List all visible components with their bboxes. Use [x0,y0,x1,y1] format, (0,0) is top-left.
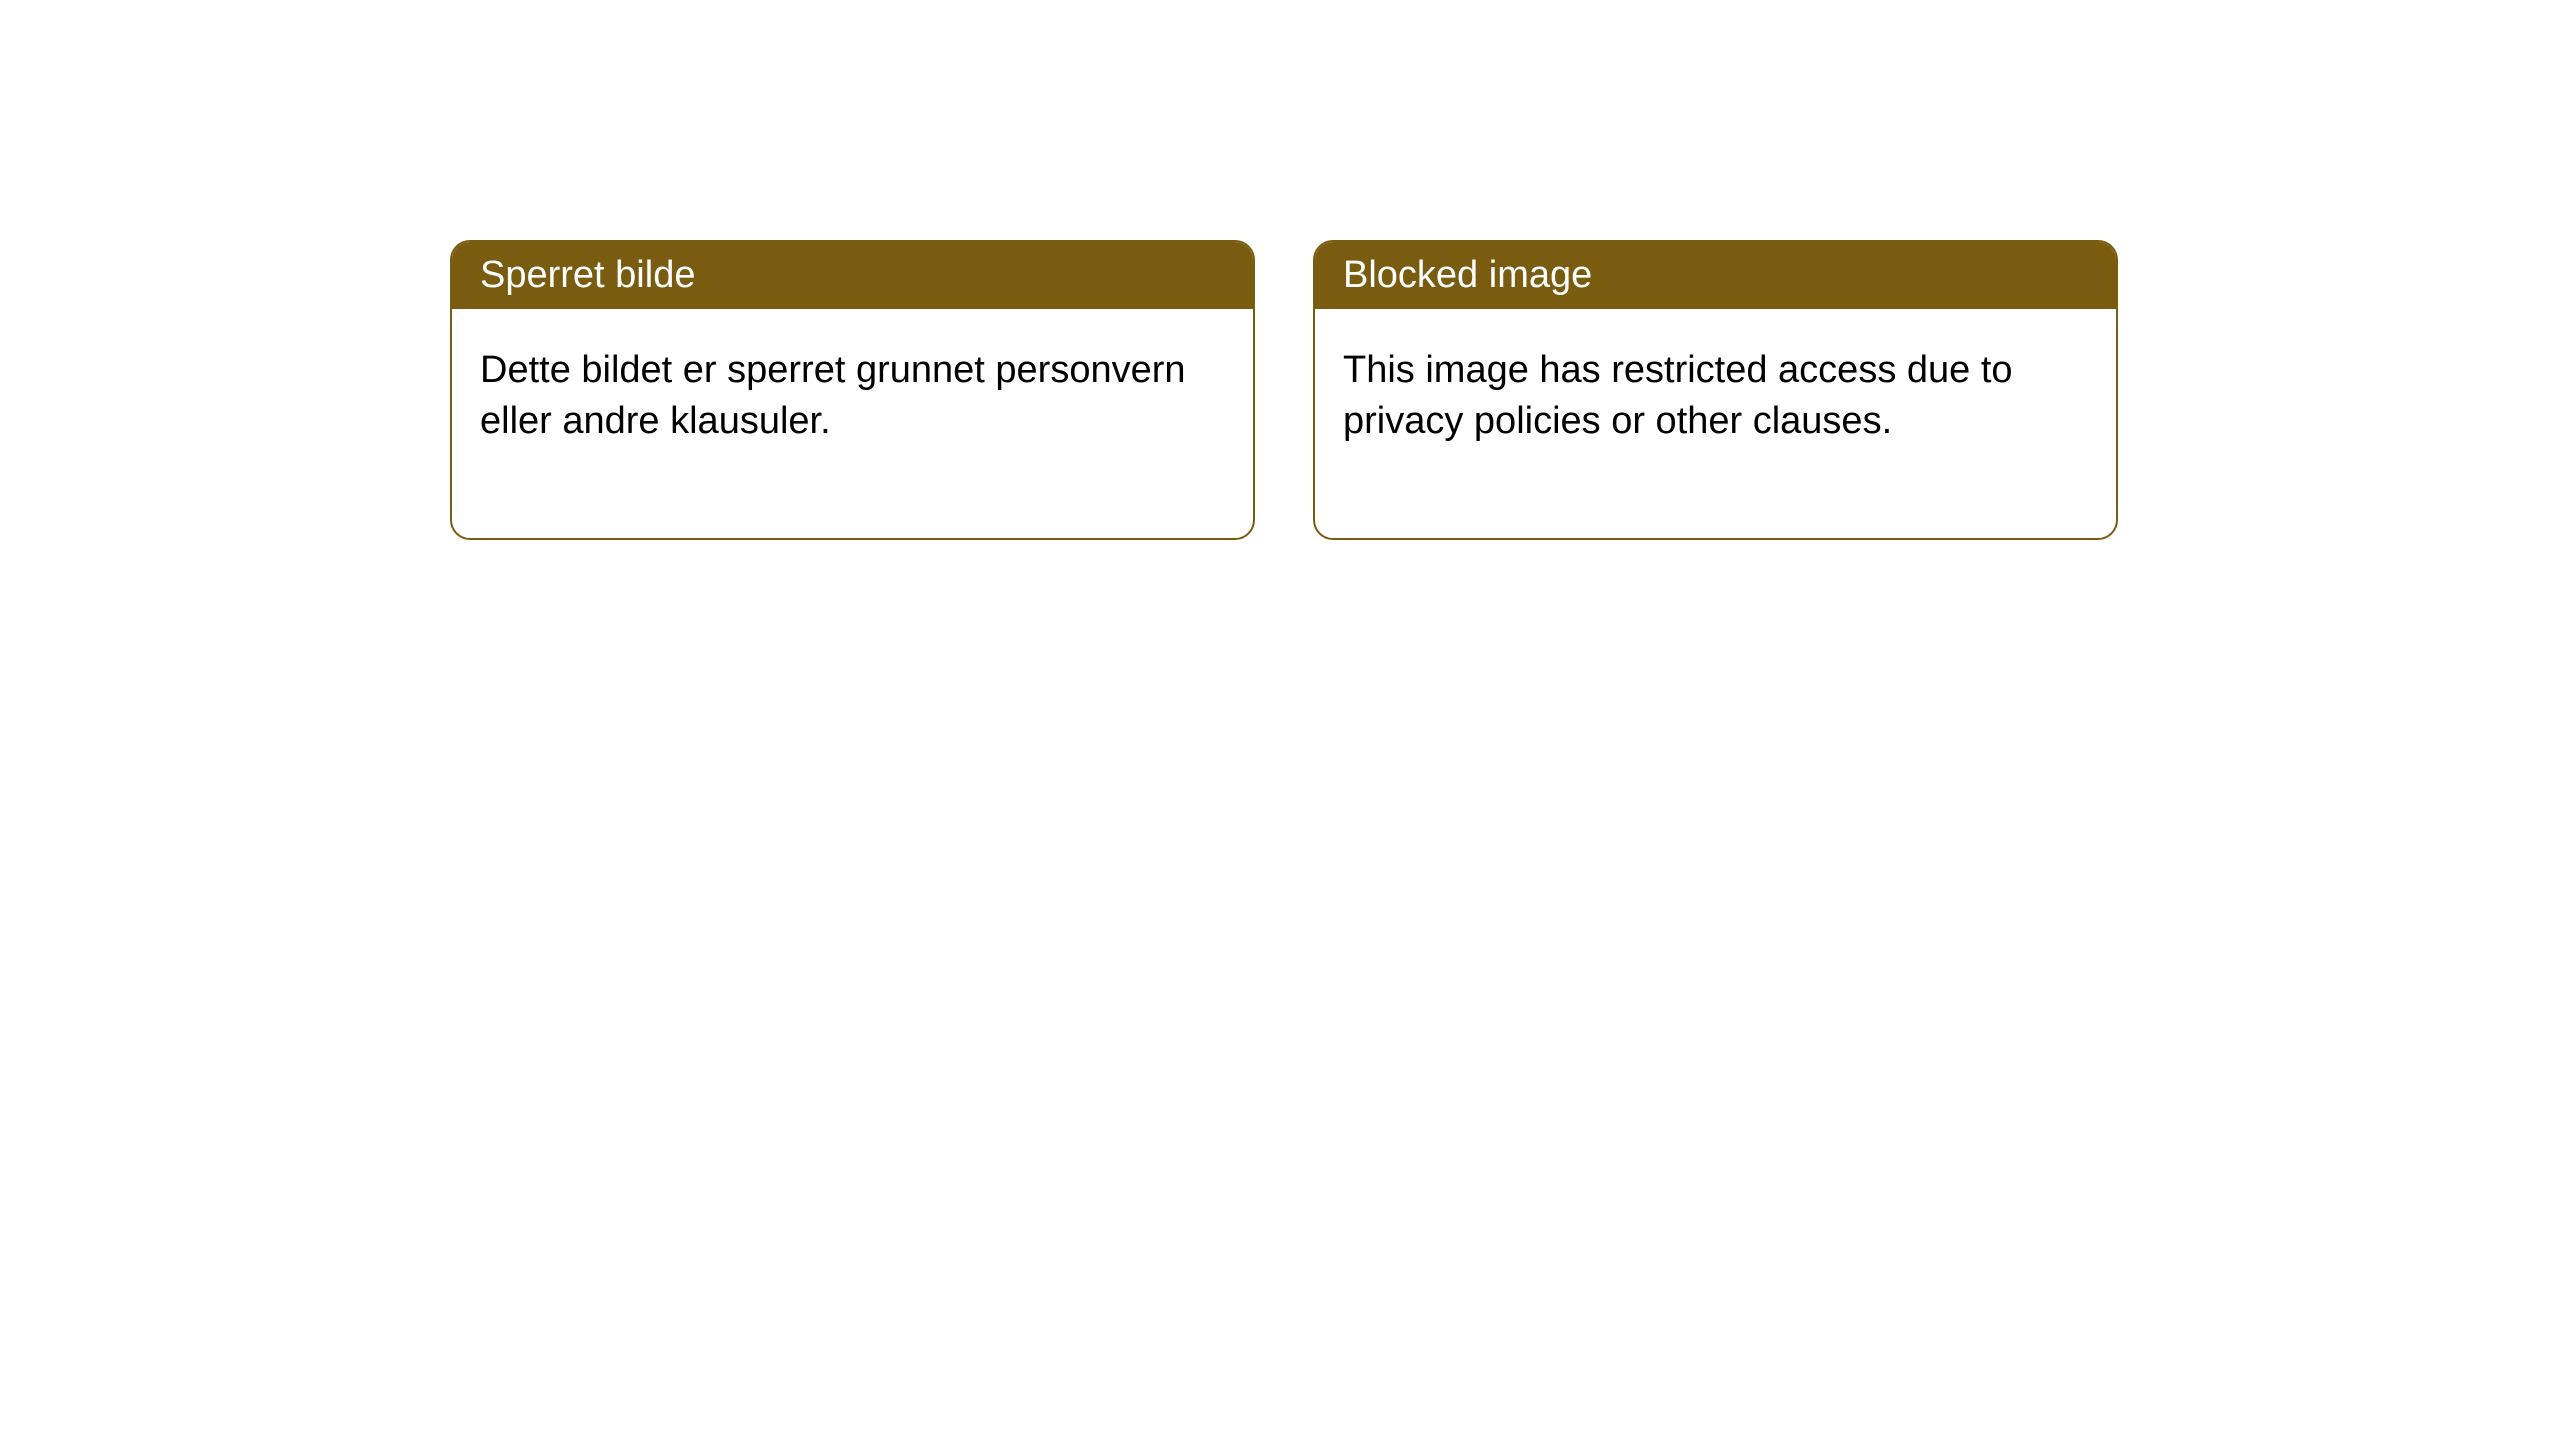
card-title: Sperret bilde [480,254,695,296]
card-body-text: Dette bildet er sperret grunnet personve… [480,349,1186,442]
card-header: Blocked image [1315,242,2116,309]
card-body-text: This image has restricted access due to … [1343,349,2013,442]
card-body: Dette bildet er sperret grunnet personve… [452,309,1253,538]
blocked-image-card-norwegian: Sperret bilde Dette bildet er sperret gr… [450,240,1255,540]
cards-container: Sperret bilde Dette bildet er sperret gr… [0,0,2560,540]
card-header: Sperret bilde [452,242,1253,309]
card-title: Blocked image [1343,254,1592,296]
card-body: This image has restricted access due to … [1315,309,2116,538]
blocked-image-card-english: Blocked image This image has restricted … [1313,240,2118,540]
